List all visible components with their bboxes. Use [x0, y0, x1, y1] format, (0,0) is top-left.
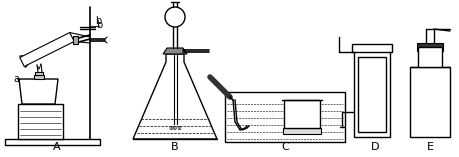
Bar [352, 44, 392, 52]
Ellipse shape [165, 7, 185, 27]
Bar [34, 75, 44, 79]
Text: B: B [171, 142, 179, 152]
Bar [5, 139, 100, 145]
Text: C: C [281, 142, 289, 152]
Polygon shape [163, 48, 187, 54]
Bar [283, 128, 321, 134]
Text: b: b [96, 20, 102, 30]
Bar [418, 47, 442, 67]
Bar [358, 57, 386, 132]
Bar [73, 36, 78, 44]
Polygon shape [19, 79, 58, 104]
Bar [225, 92, 345, 142]
Text: D: D [371, 142, 379, 152]
Bar [410, 67, 450, 137]
Polygon shape [133, 54, 217, 139]
Text: a: a [13, 74, 19, 84]
Text: E: E [426, 142, 433, 152]
Text: b: b [95, 16, 101, 26]
Bar [35, 72, 43, 75]
Bar [284, 100, 320, 128]
Bar [417, 43, 443, 51]
Bar [354, 47, 390, 137]
Text: ⊕⊕⊕: ⊕⊕⊕ [168, 126, 182, 131]
Polygon shape [20, 32, 74, 66]
Text: A: A [53, 142, 61, 152]
Bar [18, 104, 63, 139]
